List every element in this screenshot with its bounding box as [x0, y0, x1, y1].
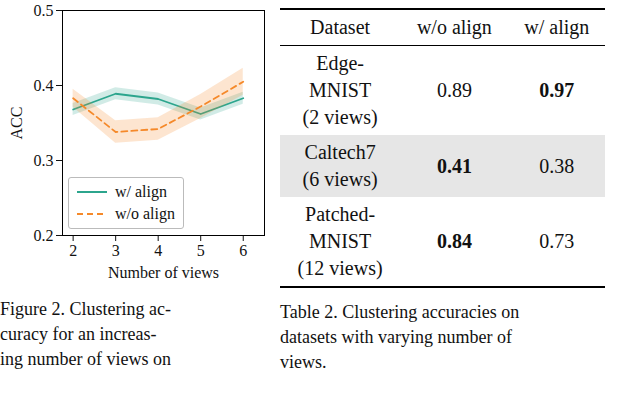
svg-text:4: 4	[154, 242, 162, 259]
html-text:(6 views): (6 views)	[302, 168, 378, 190]
html-text:w/o align: w/o align	[416, 16, 492, 38]
svg-text:0.3: 0.3	[34, 152, 54, 169]
html-text:w/o align: w/o align	[115, 205, 175, 222]
html-text:Table 2. Clustering accuracies: Table 2. Clustering accuracies on	[280, 302, 520, 322]
svg-text:0.4: 0.4	[34, 77, 54, 94]
svg-text:Number of views: Number of views	[108, 264, 219, 281]
html-text:0.41: 0.41	[436, 154, 472, 177]
html-text:0.38: 0.38	[539, 154, 575, 177]
html-text:0.97: 0.97	[539, 79, 575, 101]
html-text:Dataset: Dataset	[310, 16, 371, 38]
html-text:MNIST: MNIST	[309, 79, 372, 101]
svg-text:0.2: 0.2	[34, 227, 54, 244]
svg-text:0.5: 0.5	[34, 2, 54, 19]
html-text:curacy for an increas-: curacy for an increas-	[0, 324, 157, 344]
html-text:0.89: 0.89	[436, 79, 472, 101]
html-text:ing number of views on: ing number of views on	[0, 349, 171, 369]
html-text:Patched-: Patched-	[305, 203, 376, 225]
html-text:datasets with varying number o: datasets with varying number of	[280, 327, 512, 347]
svg-text:5: 5	[197, 242, 205, 259]
html-text:Figure 2. Clustering ac-: Figure 2. Clustering ac-	[0, 299, 171, 319]
html-text:0.84: 0.84	[436, 230, 472, 252]
html-text:(12 views): (12 views)	[297, 257, 383, 279]
html-text:w/ align: w/ align	[524, 16, 590, 38]
html-text:0.73: 0.73	[539, 230, 575, 252]
svg-text:ACC: ACC	[8, 107, 25, 140]
html-text:MNIST: MNIST	[309, 230, 372, 252]
html-text:Caltech7: Caltech7	[304, 141, 376, 163]
svg-text:6: 6	[239, 242, 247, 259]
html-text:views.: views.	[280, 352, 327, 372]
svg-text:3: 3	[112, 242, 120, 259]
html-text:w/ align: w/ align	[115, 183, 167, 200]
html-text:Edge-: Edge-	[316, 52, 364, 74]
html-text:(2 views): (2 views)	[302, 106, 378, 128]
svg-text:2: 2	[69, 242, 77, 259]
